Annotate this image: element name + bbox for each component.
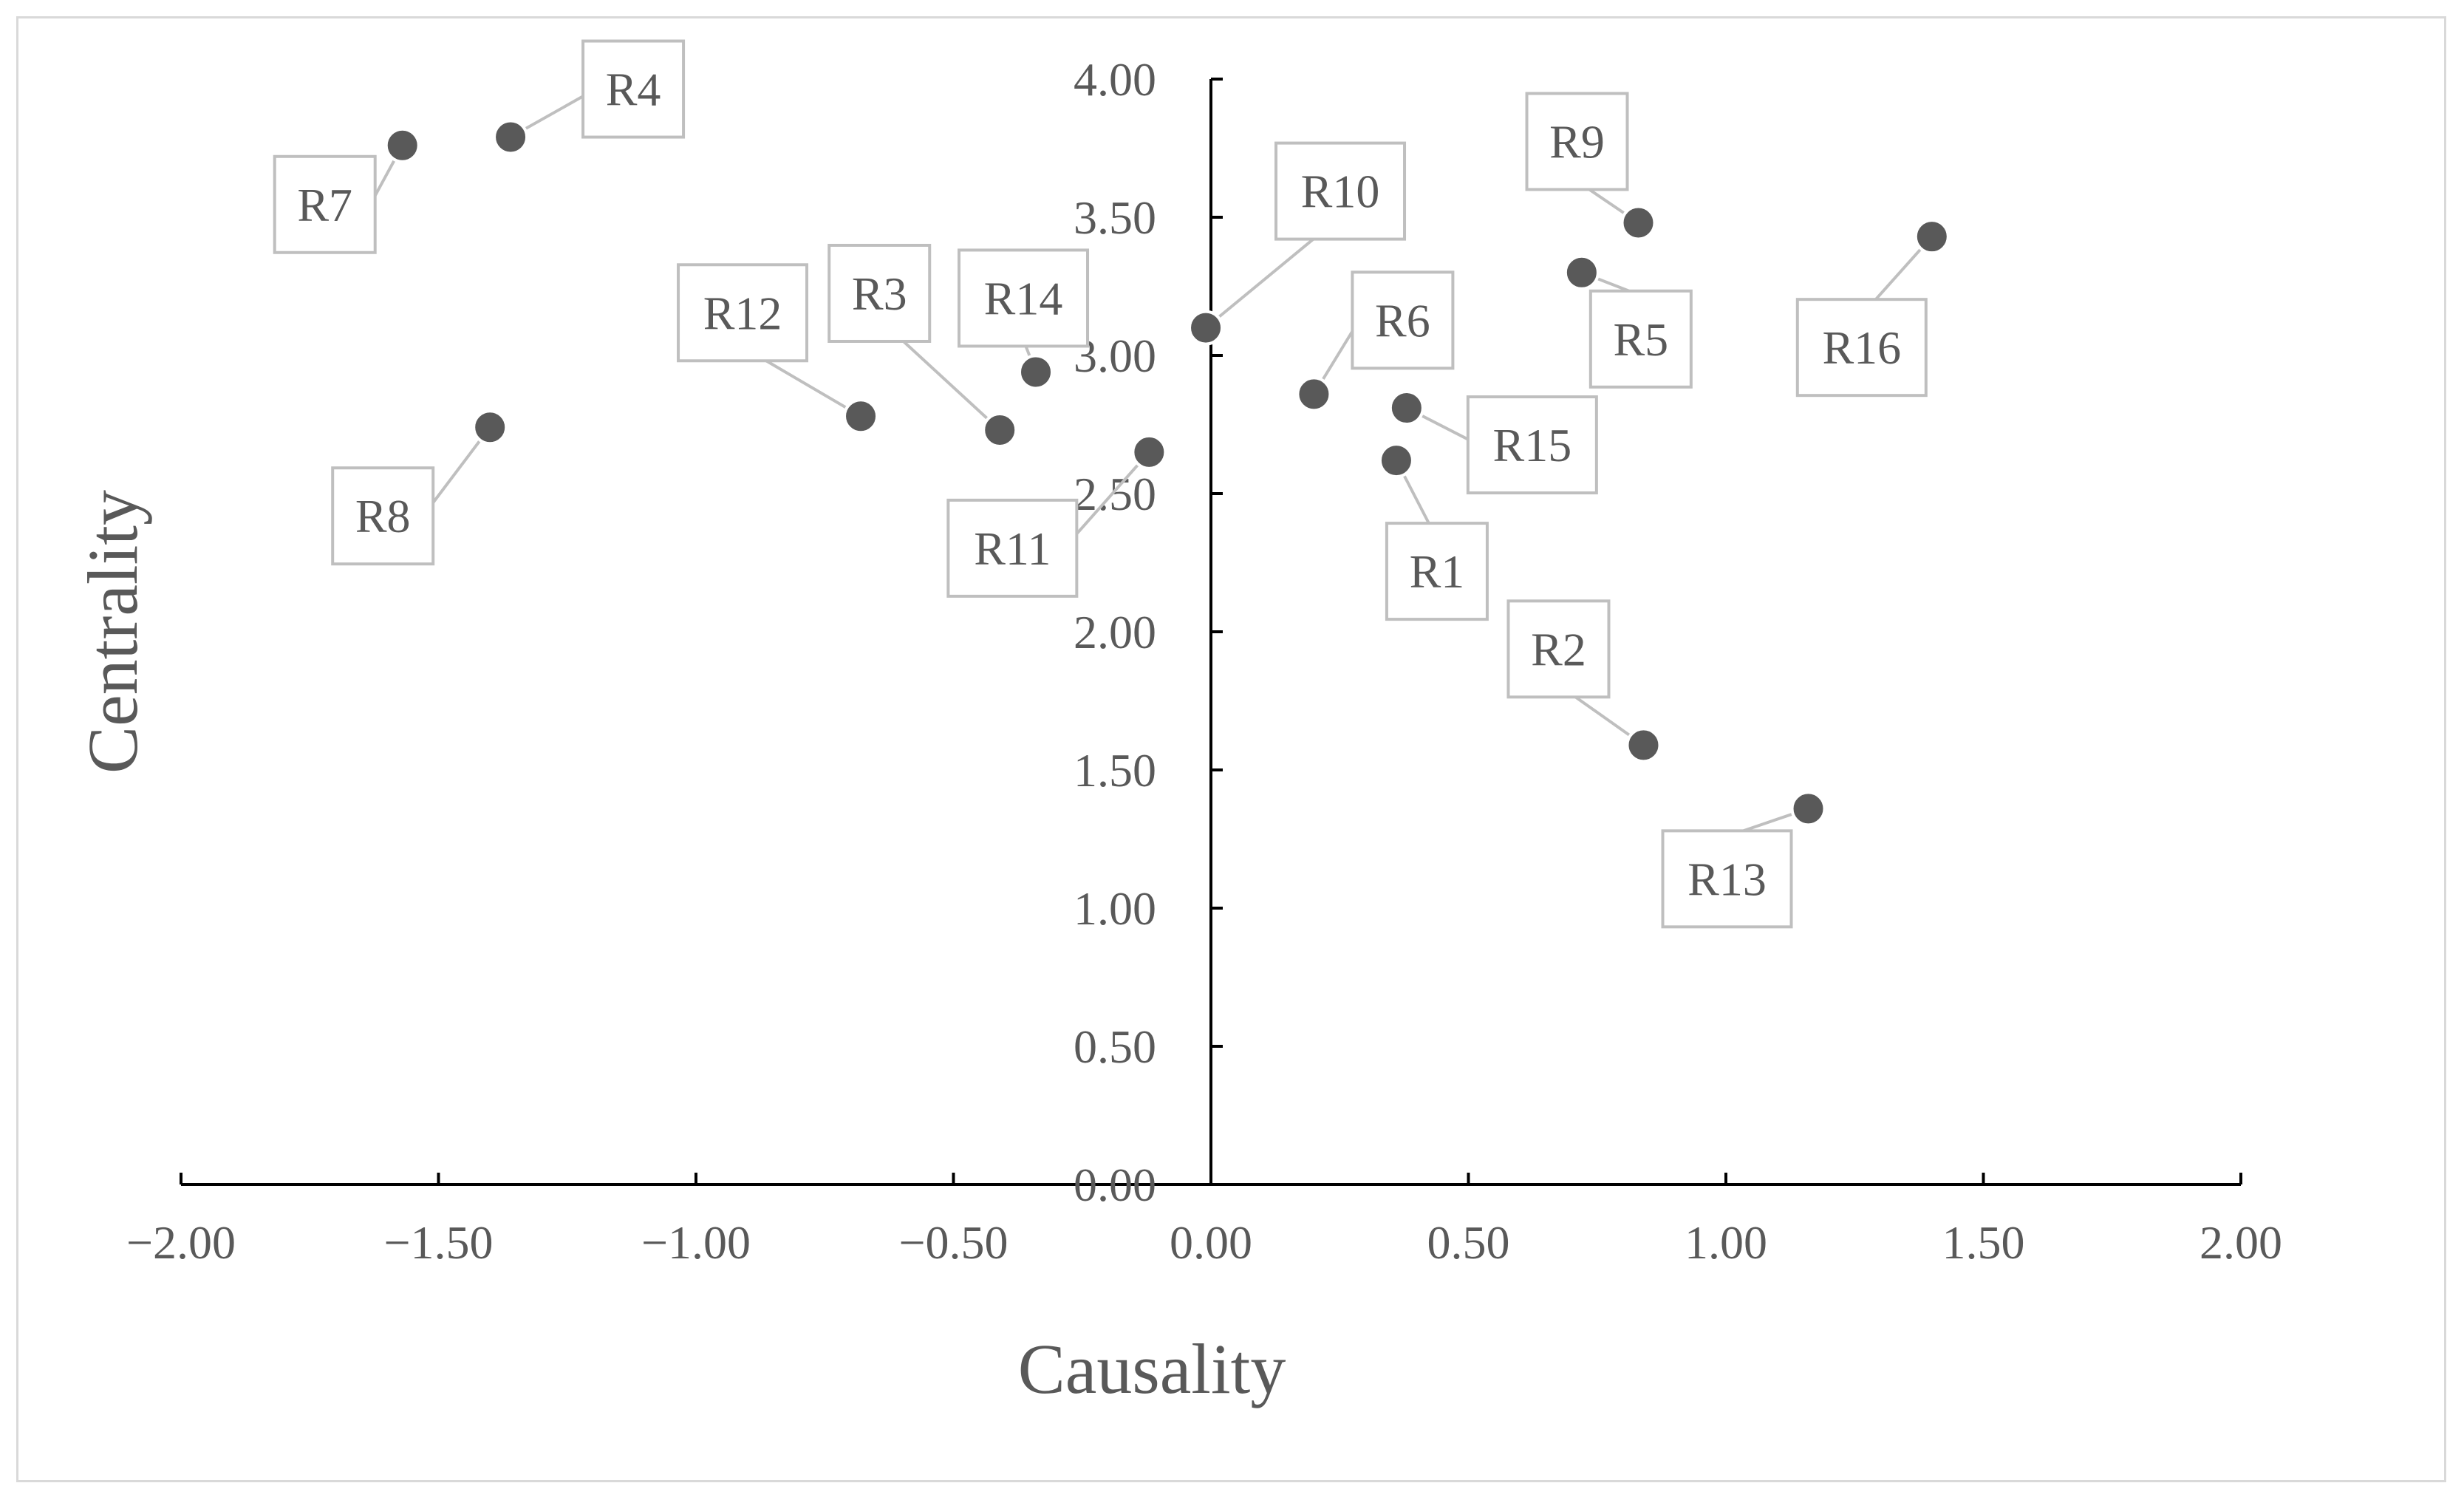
data-point-r7	[384, 127, 420, 163]
point-label: R2	[1531, 623, 1586, 675]
callout-box	[1588, 289, 1693, 389]
data-point-r6	[1296, 376, 1332, 412]
data-label-callout: R11	[946, 451, 1150, 598]
x-tick-label: 1.50	[1942, 1216, 2025, 1269]
y-axis-title: Centrality	[73, 490, 152, 774]
x-tick-label: 0.50	[1427, 1216, 1510, 1269]
x-tick-label: −2.00	[126, 1216, 236, 1269]
x-tick-label: −1.00	[641, 1216, 751, 1269]
data-label-callout: R1	[1385, 460, 1489, 621]
x-tick-label: −1.50	[383, 1216, 493, 1269]
axes: −2.00 −1.50 −1.00 −0.50 0.00 0.50 1.00 1.50 2.00…	[126, 53, 2282, 1269]
y-tick-label: 2.00	[1074, 606, 1156, 658]
point-label: R7	[297, 179, 352, 231]
data-label-callout: R7	[273, 144, 404, 254]
callout-box	[1385, 522, 1489, 621]
data-label-callout: R8	[331, 426, 491, 566]
callout-box	[273, 154, 377, 254]
callout-box	[1466, 395, 1598, 495]
y-tick-label: 0.00	[1074, 1159, 1156, 1211]
data-point-r11	[1131, 434, 1167, 470]
data-point-r12	[843, 398, 879, 434]
data-label-callout: R13	[1661, 807, 1809, 929]
data-point-r13	[1790, 791, 1826, 827]
point-label: R13	[1687, 853, 1767, 905]
point-label: R12	[703, 287, 782, 339]
callout-box	[331, 466, 435, 566]
point-label: R14	[984, 272, 1063, 324]
callout-box	[1795, 298, 1928, 398]
data-point-r3	[982, 412, 1018, 448]
data-point-r16	[1914, 219, 1950, 255]
point-label: R4	[606, 64, 661, 116]
data-label-callout: R5	[1581, 270, 1693, 389]
data-point-r15	[1388, 390, 1424, 426]
x-tick-label: 1.00	[1685, 1216, 1767, 1269]
point-label: R9	[1549, 115, 1605, 168]
y-tick-label: 1.50	[1074, 744, 1156, 797]
callout-box	[958, 248, 1090, 348]
data-point-r14	[1018, 354, 1054, 390]
data-point-r1	[1378, 443, 1414, 479]
data-label-callout: R9	[1525, 92, 1639, 225]
point-label: R15	[1493, 419, 1572, 471]
y-tick-label: 1.00	[1074, 882, 1156, 935]
data-points	[384, 119, 1950, 827]
callout-box	[946, 498, 1079, 598]
point-label: R10	[1301, 166, 1380, 218]
data-label-callout: R16	[1795, 235, 1934, 398]
data-label-callout: R2	[1506, 599, 1645, 746]
chart-area: −2.00 −1.50 −1.00 −0.50 0.00 0.50 1.00 1.50 2.00…	[16, 16, 2446, 1482]
x-tick-label: 0.00	[1170, 1216, 1252, 1269]
y-tick-label: 2.50	[1074, 468, 1156, 520]
leader-line	[1204, 238, 1314, 330]
y-tick-label: 0.50	[1074, 1020, 1156, 1073]
data-point-r5	[1563, 254, 1600, 290]
callout-box	[827, 243, 932, 343]
callout-box	[581, 39, 686, 139]
data-labels: R1 R2 R3 R4 R5 R6 R7 R8 R9 R10 R11 R12 R13 R14 R15 R16	[273, 39, 1934, 929]
point-label: R8	[355, 490, 411, 542]
leader-line	[765, 359, 862, 418]
data-point-r2	[1625, 727, 1662, 763]
data-label-callout: R4	[510, 39, 686, 139]
callout-box	[1351, 270, 1455, 370]
leader-line	[902, 340, 1001, 432]
point-label: R16	[1822, 321, 1901, 374]
point-label: R1	[1410, 545, 1465, 598]
x-axis-title: Causality	[1018, 1329, 1286, 1408]
data-label-callout: R3	[827, 243, 1001, 432]
callout-box	[1661, 829, 1793, 929]
data-label-callout: R14	[958, 248, 1090, 373]
callout-box	[677, 263, 809, 363]
callout-box	[1525, 92, 1629, 191]
point-label: R6	[1375, 294, 1430, 347]
y-tick-label: 3.50	[1074, 191, 1156, 244]
data-label-callout: R10	[1204, 141, 1407, 330]
data-point-r4	[493, 119, 529, 155]
x-tick-label: −0.50	[898, 1216, 1008, 1269]
x-tick-label: 2.00	[2199, 1216, 2282, 1269]
data-label-callout: R12	[677, 263, 862, 418]
callout-box	[1506, 599, 1611, 699]
data-label-callout: R6	[1312, 270, 1455, 395]
data-point-r8	[472, 409, 508, 446]
point-label: R5	[1613, 313, 1668, 366]
data-point-r9	[1620, 205, 1656, 241]
y-tick-label: 4.00	[1074, 53, 1156, 106]
point-label: R3	[852, 267, 907, 320]
point-label: R11	[974, 522, 1051, 575]
leader-line	[1075, 451, 1150, 535]
scatter-chart: −2.00 −1.50 −1.00 −0.50 0.00 0.50 1.00 1.50 2.00…	[73, 39, 2282, 1408]
callout-box	[1274, 141, 1407, 241]
data-label-callout: R15	[1405, 395, 1598, 495]
data-point-r10	[1188, 310, 1224, 346]
